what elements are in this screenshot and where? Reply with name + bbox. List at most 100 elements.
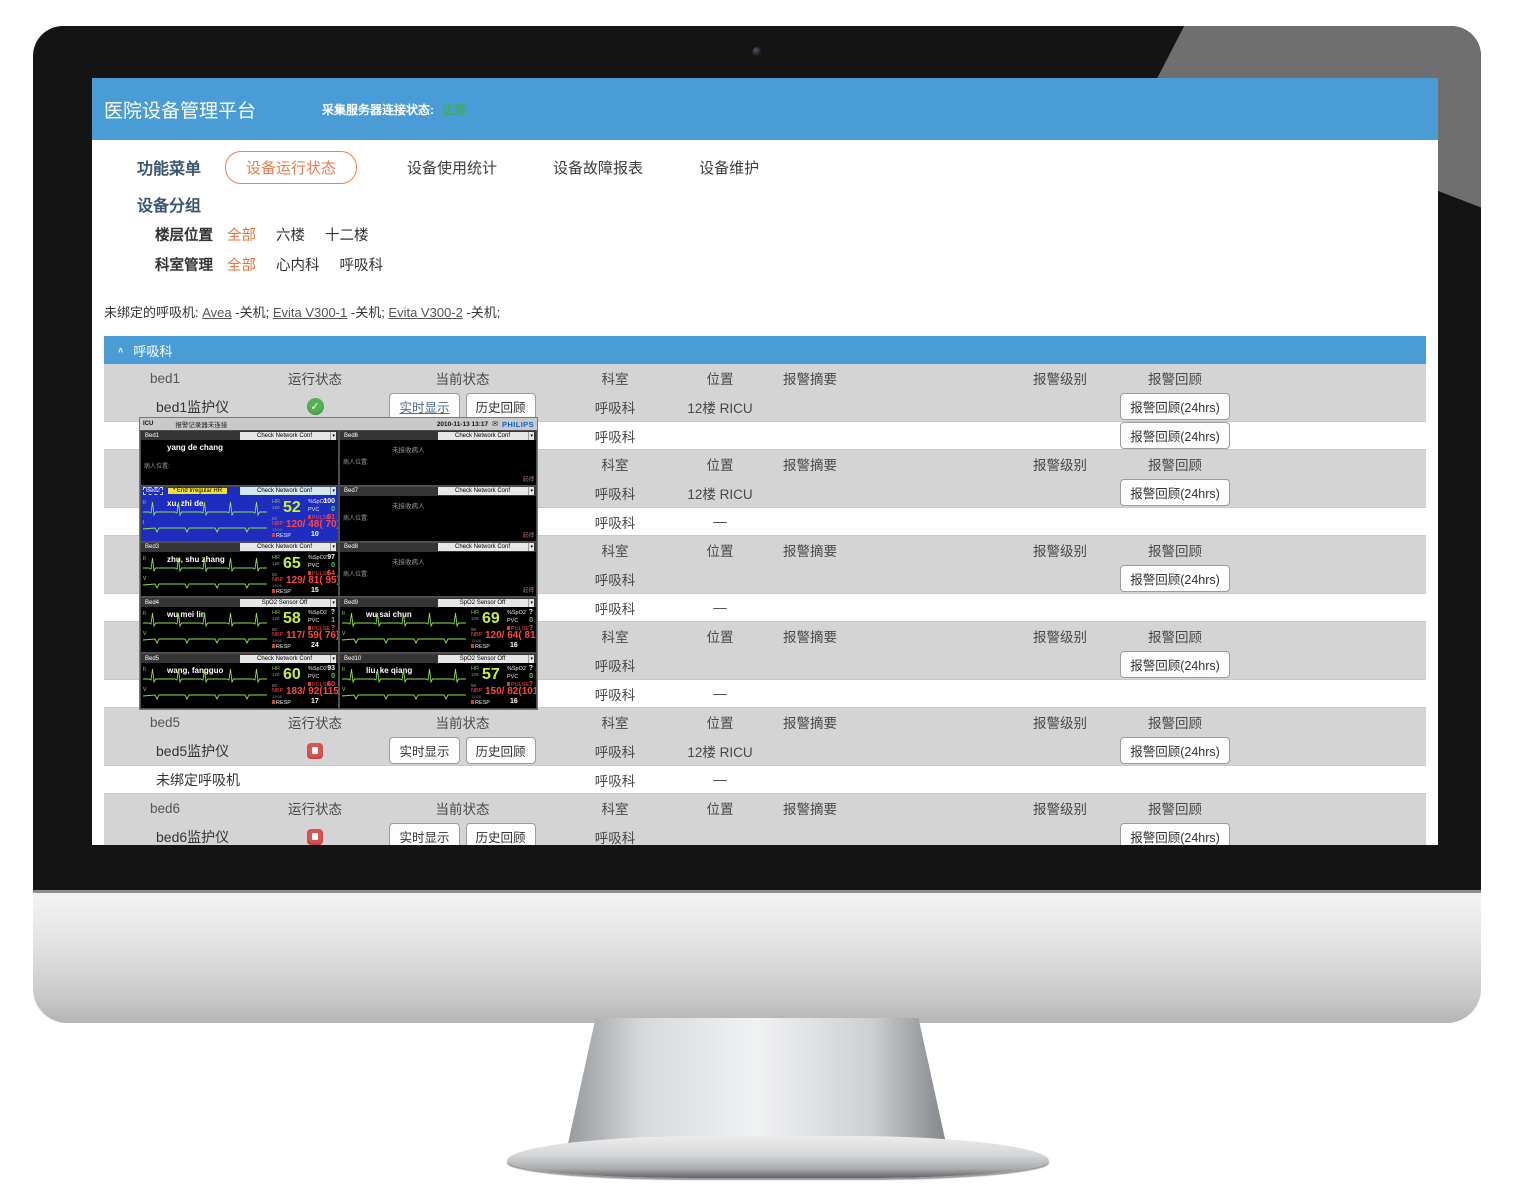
patient-name: wu mei lin: [167, 610, 206, 620]
alarm-review-button[interactable]: 报警回顾(24hrs): [1120, 393, 1230, 420]
alarm-review-button[interactable]: 报警回顾(24hrs): [1120, 737, 1230, 764]
alarm-review-button[interactable]: 报警回顾(24hrs): [1120, 565, 1230, 592]
filter-department-label: 科室管理: [155, 257, 213, 274]
nav-function-menu[interactable]: 功能菜单: [137, 161, 202, 178]
realtime-display-button[interactable]: 实时显示: [389, 737, 460, 764]
resp-value: 10: [311, 530, 319, 538]
server-status-value: 正常: [442, 102, 467, 117]
hr-label: HR: [471, 610, 479, 617]
column-header: 运行状态: [288, 372, 342, 387]
tile-dropdown[interactable]: Check Network Conf ▾: [240, 431, 336, 440]
ecg-waveform: [143, 501, 267, 517]
bed-tile-Bed2[interactable]: Bed2 * End Irregular HR Check Network Conf…: [140, 485, 339, 542]
lead-label: I: [143, 519, 145, 526]
filter-floor-all[interactable]: 全部: [227, 227, 256, 244]
history-review-button[interactable]: 历史回顾: [465, 737, 536, 764]
column-header: 位置: [706, 544, 734, 559]
column-header: 报警摘要: [783, 630, 837, 645]
lead-label: II: [143, 555, 146, 562]
table-group-header-row: bed6 运行状态 当前状态 科室 位置 报警摘要 报警级别 报警回顾: [104, 794, 1426, 822]
nbp-value: 129/ 81( 95): [286, 574, 339, 586]
tab-device-maintenance[interactable]: 设备维护: [699, 159, 760, 177]
ecg-trace-1: [143, 500, 267, 521]
tab-device-usage-stats[interactable]: 设备使用统计: [407, 159, 498, 177]
bed-tile-header: Bed5 Check Network Conf ▾: [141, 654, 338, 664]
tile-dropdown[interactable]: SpO2 Sensor Off ▾: [438, 598, 534, 607]
spo2-value: ?: [528, 609, 533, 617]
location-cell: —: [713, 772, 727, 787]
history-review-button[interactable]: 历史回顾: [465, 393, 536, 420]
pulse-value: 51: [327, 513, 335, 521]
pulse-box-icon: [507, 682, 510, 687]
alarm-review-button[interactable]: 报警回顾(24hrs): [1120, 823, 1230, 845]
column-header: 位置: [706, 372, 734, 387]
filter-floor-12[interactable]: 十二楼: [325, 227, 369, 244]
tile-dropdown[interactable]: Check Network Conf ▾: [240, 543, 336, 552]
bed-tile-Bed4[interactable]: Bed4 SpO2 Sensor Off ▾ wu mei lin II V HR 120 50…: [140, 597, 339, 654]
pulse-value: 64: [327, 569, 335, 577]
patient-name: zhu, shu zhang: [167, 554, 225, 564]
tile-dropdown[interactable]: Check Network Conf ▾: [438, 431, 534, 440]
resp-box-icon: [272, 588, 275, 593]
filter-floor-6[interactable]: 六楼: [276, 227, 305, 244]
bed-tile-Bed10[interactable]: Bed10 SpO2 Sensor Off ▾ liu, ke qiang II V HR 1…: [339, 653, 537, 709]
realtime-display-button[interactable]: 实时显示: [389, 823, 460, 845]
ecg-trace-2: [341, 631, 466, 649]
column-header: 报警摘要: [783, 802, 837, 817]
location-cell: 12楼 RICU: [687, 486, 753, 502]
location-cell: —: [713, 514, 727, 529]
bed-tile-Bed5[interactable]: Bed5 Check Network Conf ▾ wang, fangguo II V H…: [140, 653, 339, 709]
resp-box-icon: [471, 700, 474, 705]
alarm-review-button[interactable]: 报警回顾(24hrs): [1120, 651, 1230, 678]
filter-department: 科室管理 全部 心内科 呼吸科: [92, 252, 1438, 276]
tab-device-running-status[interactable]: 设备运行状态: [225, 150, 358, 184]
unbound-prefix: 未绑定的呼吸机:: [104, 305, 203, 320]
bed-tile-Bed6[interactable]: Bed6 Check Network Conf ▾ 未接收病人 病人位置: 起搏: [339, 430, 537, 486]
spo2-value: 100: [323, 497, 335, 505]
tile-dropdown[interactable]: SpO2 Sensor Off ▾: [240, 598, 336, 607]
link-evita-v300-2[interactable]: Evita V300-2: [388, 305, 463, 320]
link-evita-v300-1[interactable]: Evita V300-1: [272, 305, 348, 320]
bed-tile-Bed3[interactable]: Bed3 Check Network Conf ▾ zhu, shu zhang II V…: [140, 541, 339, 598]
envelope-icon: ✉: [492, 421, 499, 428]
hr-low-limit: 50: [272, 627, 278, 633]
tile-dropdown[interactable]: Check Network Conf ▾: [438, 543, 534, 552]
bed-tile-Bed9[interactable]: Bed9 SpO2 Sensor Off ▾ wu sai chun II V HR 120 5…: [339, 597, 537, 654]
bed-tile-Bed8[interactable]: Bed8 Check Network Conf ▾ 未接收病人 病人位置: 起搏: [339, 541, 537, 598]
link-avea[interactable]: Avea: [202, 305, 232, 320]
hr-value: 65: [283, 554, 301, 572]
tile-dropdown[interactable]: Check Network Conf ▾: [438, 487, 534, 496]
tab-device-fault-report[interactable]: 设备故障报表: [553, 159, 644, 177]
alarm-review-button[interactable]: 报警回顾(24hrs): [1120, 479, 1230, 506]
pulse-value: ?: [528, 681, 533, 689]
filter-dept-all[interactable]: 全部: [227, 257, 256, 274]
tile-dropdown[interactable]: Check Network Conf ▾: [240, 487, 336, 496]
alarm-review-button[interactable]: 报警回顾(24hrs): [1120, 422, 1230, 449]
section-bar-respiratory[interactable]: ∧ 呼吸科: [104, 336, 1426, 364]
bed-tile-Bed1[interactable]: Bed1 Check Network Conf ▾ yang de chang 病人位置…: [140, 430, 339, 486]
current-status-cell: 实时显示 历史回顾: [360, 737, 565, 764]
realtime-display-button[interactable]: 实时显示: [389, 393, 460, 420]
hr-low-limit: 50: [471, 683, 477, 689]
run-status-cell: ✓: [270, 398, 360, 415]
resp-label: RESP: [272, 644, 291, 650]
resp-value: 17: [311, 698, 319, 706]
tile-dropdown[interactable]: Check Network Conf ▾: [240, 654, 336, 663]
column-header: bed5: [150, 714, 181, 730]
hr-label: HR: [272, 554, 280, 561]
resp-label: RESP: [272, 588, 291, 595]
no-patient-label: 未接收病人: [392, 558, 425, 566]
column-header: 报警回顾: [1148, 372, 1202, 387]
bed-tile-Bed7[interactable]: Bed7 Check Network Conf ▾ 未接收病人 病人位置: 起搏: [339, 485, 537, 542]
filter-dept-respiratory[interactable]: 呼吸科: [339, 257, 384, 274]
history-review-button[interactable]: 历史回顾: [465, 823, 536, 845]
tile-dropdown[interactable]: SpO2 Sensor Off ▾: [438, 654, 534, 663]
dept-cell: 呼吸科: [594, 429, 636, 445]
filter-dept-cardiology[interactable]: 心内科: [276, 257, 320, 274]
current-status-cell: 实时显示 历史回顾: [360, 393, 565, 420]
pulse-label: PULSE: [308, 570, 330, 577]
nbp-label: NBP: [272, 520, 284, 527]
alarm-review-cell: 报警回顾(24hrs): [1110, 651, 1240, 678]
ecg-waveform: [341, 638, 466, 645]
pvc-value: 0: [529, 617, 533, 625]
